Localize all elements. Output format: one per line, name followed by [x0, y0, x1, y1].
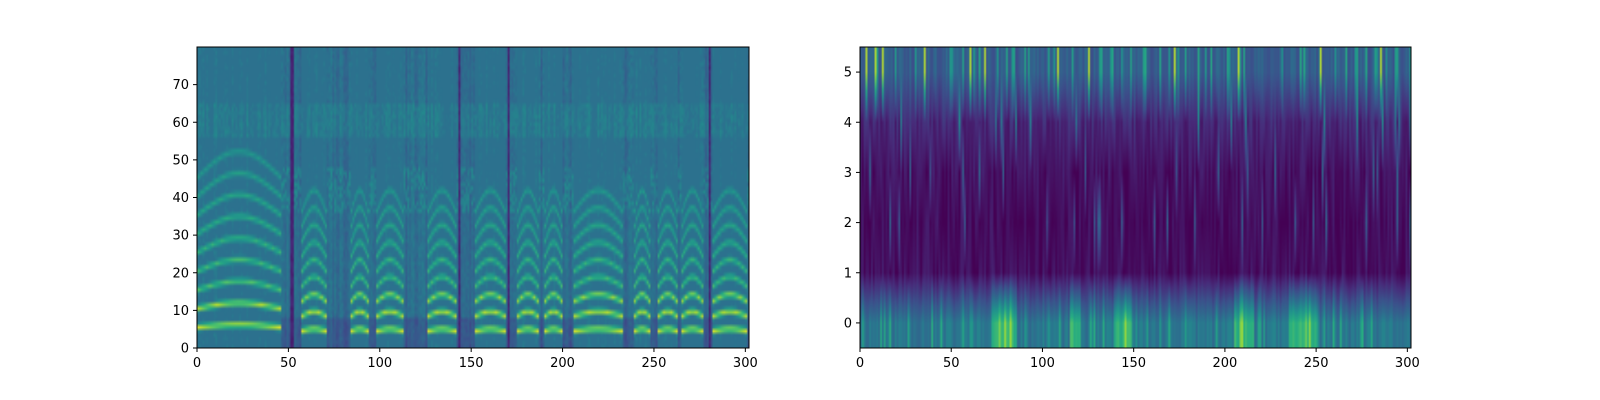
y-tick-label: 1	[844, 266, 852, 281]
y-tick-label: 10	[172, 304, 189, 319]
x-tick-label: 250	[642, 356, 667, 371]
feature-map-heatmap	[860, 47, 1411, 348]
y-tick-label: 4	[844, 116, 852, 131]
y-tick-label: 50	[172, 153, 189, 168]
y-tick-label: 20	[172, 266, 189, 281]
x-tick-label: 200	[550, 356, 575, 371]
x-tick-label: 250	[1304, 356, 1329, 371]
x-tick-label: 0	[856, 356, 864, 371]
feature-map-panel: 0 50 100 150 200 250 300 0 1 2 3 4 5	[844, 46, 1420, 371]
y-tick-label: 30	[172, 229, 189, 244]
feature-map-axes: 0 50 100 150 200 250 300 0 1 2 3 4 5	[844, 66, 1420, 371]
spectrogram-panel: 0 50 100 150 200 250 300 0 10 20 30 40 50 60 70	[172, 46, 758, 371]
x-tick-label: 300	[733, 356, 758, 371]
x-tick-label: 200	[1212, 356, 1237, 371]
spectrogram-axes: 0 50 100 150 200 250 300 0 10 20 30 40 50 60 70	[172, 78, 757, 371]
feature-map-frame	[859, 46, 1412, 349]
y-tick-label: 70	[172, 78, 189, 93]
x-tick-label: 100	[1030, 356, 1055, 371]
x-tick-label: 100	[367, 356, 392, 371]
x-tick-label: 0	[193, 356, 201, 371]
y-tick-label: 40	[172, 191, 189, 206]
y-tick-label: 5	[844, 66, 852, 81]
spectrogram-heatmap	[197, 47, 749, 348]
x-tick-label: 50	[280, 356, 297, 371]
y-tick-label: 60	[172, 116, 189, 131]
y-tick-label: 0	[181, 342, 189, 357]
y-tick-label: 0	[844, 316, 852, 331]
y-tick-label: 2	[844, 216, 852, 231]
x-tick-label: 150	[1121, 356, 1146, 371]
x-tick-label: 300	[1395, 356, 1420, 371]
x-tick-label: 150	[459, 356, 484, 371]
y-tick-label: 3	[844, 166, 852, 181]
x-tick-label: 50	[943, 356, 960, 371]
